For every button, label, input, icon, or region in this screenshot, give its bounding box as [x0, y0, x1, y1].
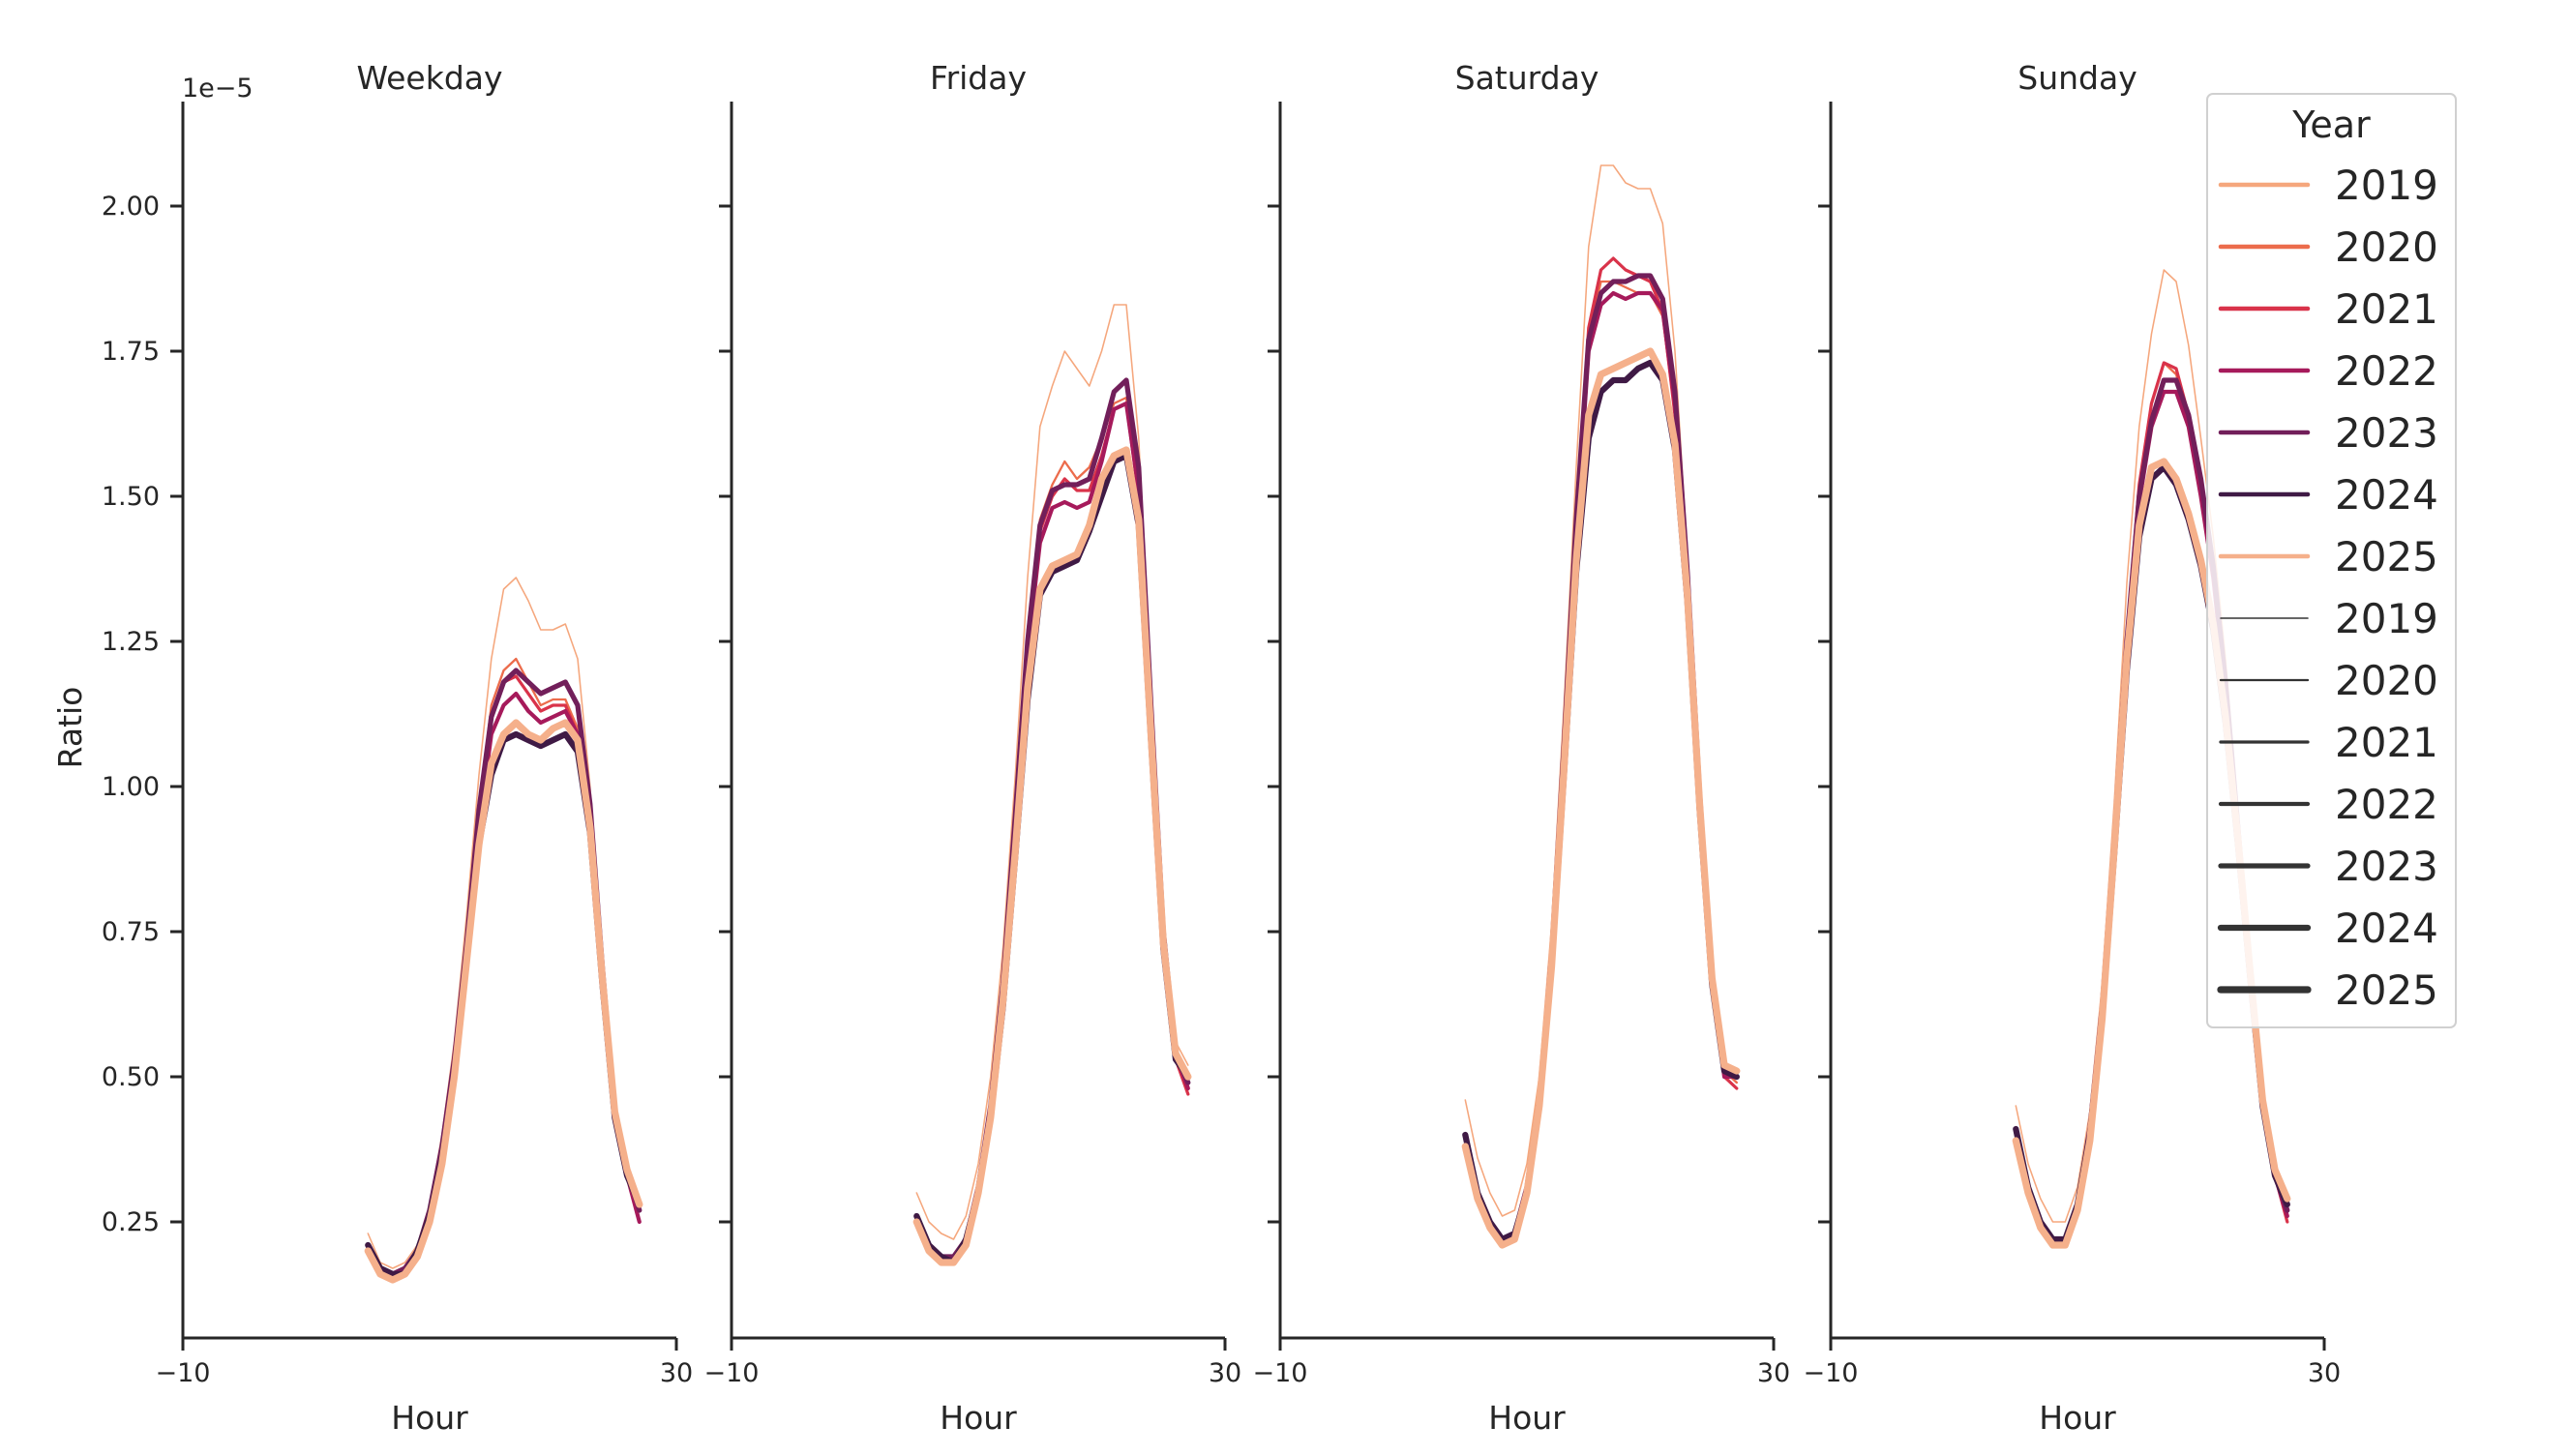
series-line-2019	[915, 304, 1189, 1240]
legend-label: 2021	[2335, 285, 2438, 333]
series-line-2025	[912, 446, 1192, 1266]
legend-label: 2024	[2335, 471, 2438, 519]
panels: Weekday 0.25 0.50 0.75 1.00 1.25 1.50 1.75 2.00 −…	[102, 59, 2341, 1437]
panel-saturday: Saturday −10 30 Hour	[1253, 59, 1791, 1437]
legend-label: 2019	[2335, 162, 2438, 209]
y-tick-label: 0.50	[102, 1062, 160, 1092]
y-tick-label: 1.50	[102, 482, 160, 512]
legend-label: 2025	[2335, 966, 2438, 1014]
panel-friday: Friday −10 30 Hour	[704, 59, 1242, 1437]
x-axis-label: Hour	[391, 1399, 468, 1437]
y-tick-label: 0.25	[102, 1207, 160, 1237]
legend-title: Year	[2291, 104, 2371, 146]
legend: Year 2019 2020 2021 2022 2023 2024 2025 2019 2020…	[2206, 93, 2457, 1028]
series-line-2025	[1461, 347, 1741, 1249]
panel-title: Friday	[930, 59, 1027, 97]
x-tick-label: 30	[2308, 1358, 2341, 1388]
x-tick-label: −10	[1253, 1358, 1308, 1388]
legend-label: 2021	[2335, 719, 2438, 766]
x-tick-label: −10	[156, 1358, 211, 1388]
legend-label: 2025	[2335, 533, 2438, 580]
panel-weekday: Weekday 0.25 0.50 0.75 1.00 1.25 1.50 1.75 2.00 −…	[102, 59, 693, 1437]
series-line-2021	[914, 401, 1190, 1259]
x-tick-label: 30	[660, 1358, 693, 1388]
legend-label: 2020	[2335, 223, 2438, 271]
y-tick-label: 1.25	[102, 627, 160, 657]
series-line-2022	[366, 691, 642, 1277]
y-tick-label: 1.75	[102, 337, 160, 367]
legend-label: 2022	[2335, 781, 2438, 828]
x-tick-label: −10	[1804, 1358, 1859, 1388]
legend-label: 2023	[2335, 409, 2438, 457]
panel-title: Weekday	[356, 59, 502, 97]
x-tick-label: −10	[704, 1358, 760, 1388]
series-line-2024	[365, 730, 642, 1278]
legend-label: 2020	[2335, 657, 2438, 704]
y-tick-label: 1.00	[102, 772, 160, 802]
legend-label: 2022	[2335, 347, 2438, 395]
x-axis-label: Hour	[2039, 1399, 2116, 1437]
x-axis-label: Hour	[940, 1399, 1017, 1437]
legend-label: 2019	[2335, 595, 2438, 642]
panel-title: Saturday	[1455, 59, 1599, 97]
series-line-2020	[915, 396, 1189, 1259]
y-tick-label: 2.00	[102, 192, 160, 222]
y-tick-label: 0.75	[102, 917, 160, 947]
legend-label: 2023	[2335, 843, 2438, 890]
x-tick-label: 30	[1209, 1358, 1241, 1388]
series-line-2024	[913, 452, 1191, 1266]
x-axis-label: Hour	[1488, 1399, 1566, 1437]
panel-title: Sunday	[2017, 59, 2137, 97]
series-line-2022	[914, 401, 1190, 1260]
legend-label: 2024	[2335, 905, 2438, 952]
series-line-2025	[364, 719, 643, 1284]
y-offset-label: 1e−5	[182, 74, 254, 104]
legend-frame	[2206, 93, 2457, 1028]
y-axis-label: Ratio	[51, 687, 89, 769]
x-tick-label: 30	[1757, 1358, 1790, 1388]
